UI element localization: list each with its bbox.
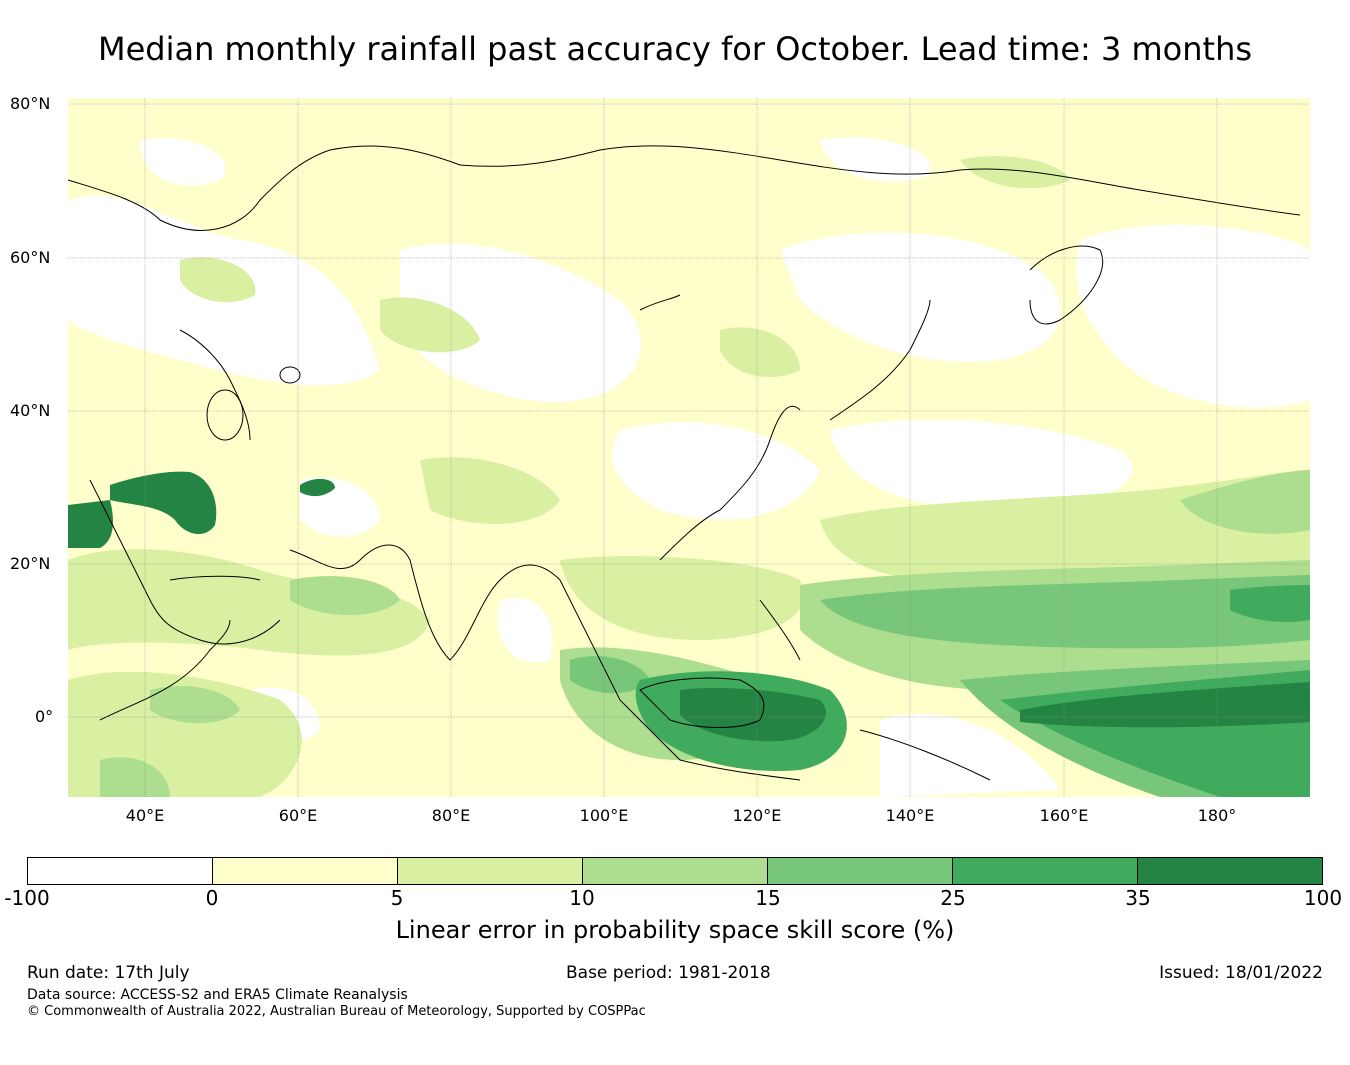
colorbar-tick: 35: [1125, 886, 1151, 910]
base-period: Base period: 1981-2018: [566, 963, 771, 983]
lat-label-40n: 40°N: [10, 401, 51, 420]
coastlines: [68, 145, 1301, 781]
colorbar-segment: [1138, 858, 1322, 884]
data-source: Data source: ACCESS-S2 and ERA5 Climate …: [27, 987, 408, 1003]
lat-label-20n: 20°N: [10, 554, 51, 573]
colorbar-tick: 5: [390, 886, 404, 910]
colorbar-segment: [768, 858, 953, 884]
lat-label-60n: 60°N: [10, 248, 51, 267]
colorbar-segment: [953, 858, 1138, 884]
lat-label-0: 0°: [35, 707, 54, 726]
lon-label-100e: 100°E: [579, 806, 629, 825]
colorbar-segment: [583, 858, 768, 884]
lon-label-40e: 40°E: [125, 806, 165, 825]
map-title: Median monthly rainfall past accuracy fo…: [97, 30, 1253, 68]
issued-date: Issued: 18/01/2022: [1159, 963, 1323, 983]
colorbar-tick: -100: [4, 886, 50, 910]
colorbar-tick: 100: [1303, 886, 1343, 910]
colorbar-segment: [213, 858, 398, 884]
colorbar-tick: 10: [569, 886, 595, 910]
colorbar-tick: 0: [205, 886, 219, 910]
colorbar-segment: [28, 858, 213, 884]
lat-label-80n: 80°N: [10, 94, 51, 113]
colorbar-tick: 15: [755, 886, 781, 910]
colorbar: [27, 857, 1323, 885]
lon-label-180: 180°: [1197, 806, 1237, 825]
lon-label-120e: 120°E: [732, 806, 782, 825]
skill-score-map: [68, 98, 1310, 797]
copyright: © Commonwealth of Australia 2022, Austra…: [27, 1004, 646, 1019]
colorbar-segment: [398, 858, 583, 884]
graticule: [68, 98, 1310, 797]
lon-label-140e: 140°E: [885, 806, 935, 825]
lon-label-60e: 60°E: [278, 806, 318, 825]
run-date: Run date: 17th July: [27, 963, 190, 983]
lon-label-160e: 160°E: [1039, 806, 1089, 825]
colorbar-tick: 25: [940, 886, 966, 910]
colorbar-label: Linear error in probability space skill …: [395, 916, 955, 944]
lon-label-80e: 80°E: [431, 806, 471, 825]
